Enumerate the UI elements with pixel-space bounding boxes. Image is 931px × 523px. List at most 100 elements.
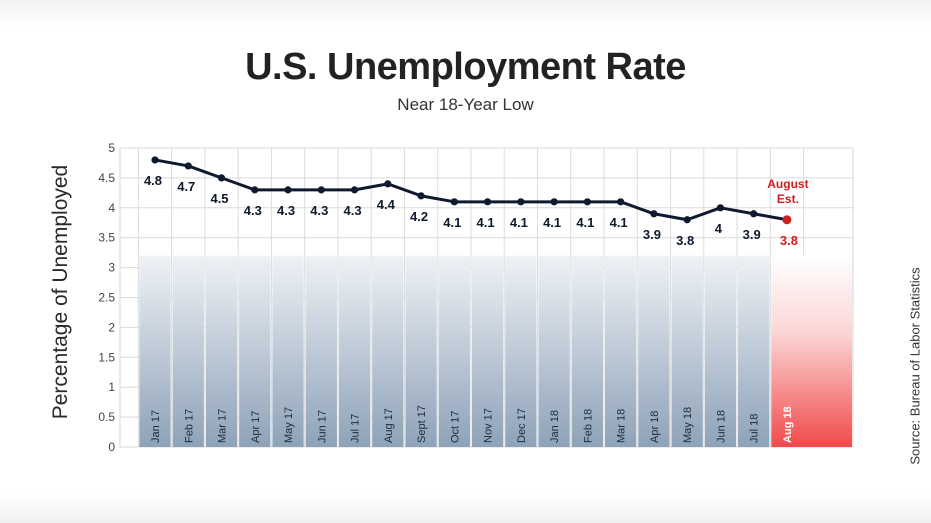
data-point <box>517 198 525 206</box>
estimate-column <box>771 255 852 447</box>
y-tick-label: 1.5 <box>98 350 115 364</box>
category-column <box>704 255 737 447</box>
y-tick-label: 3 <box>108 261 115 275</box>
y-tick-label: 5 <box>108 141 115 155</box>
data-points <box>151 156 792 225</box>
x-tick-labels: Jan 17 Feb 17 Mar 17 Apr 17 May 17 Jun 17 Jul … <box>150 405 794 443</box>
y-tick-label: 1 <box>108 380 115 394</box>
data-label: 4.4 <box>377 197 396 212</box>
data-label: 4.1 <box>510 215 528 230</box>
x-tick-label: Apr 17 <box>250 411 262 443</box>
y-tick-label: 4.5 <box>98 171 115 185</box>
estimate-annotation-line1: August <box>767 177 808 191</box>
data-point <box>184 162 192 170</box>
data-point <box>550 198 558 206</box>
data-point <box>750 210 758 218</box>
chart-subtitle: Near 18-Year Low <box>397 95 534 114</box>
data-label: 4.3 <box>277 203 295 218</box>
estimate-value-label: 3.8 <box>780 233 798 248</box>
category-column <box>305 255 337 447</box>
data-point <box>617 198 625 206</box>
x-tick-label: Aug 17 <box>383 408 395 443</box>
category-column <box>205 255 238 447</box>
x-tick-label: Mar 18 <box>616 409 628 443</box>
category-column <box>505 255 537 447</box>
data-label: 4.1 <box>543 215 561 230</box>
x-tick-label: May 17 <box>283 407 295 443</box>
x-tick-label: Aug 18 <box>782 406 794 443</box>
category-column <box>671 255 703 447</box>
x-tick-label: Apr 18 <box>649 411 661 443</box>
data-point <box>417 192 425 200</box>
category-column <box>172 255 204 447</box>
category-column <box>139 255 171 447</box>
category-column <box>738 255 770 447</box>
data-label: 4.3 <box>244 203 262 218</box>
data-point <box>583 198 591 206</box>
y-tick-label: 2.5 <box>98 291 115 305</box>
data-point <box>350 186 359 194</box>
x-tick-label: Sept 17 <box>416 405 428 443</box>
data-point <box>217 174 226 182</box>
y-tick-label: 0.5 <box>98 410 115 424</box>
data-label: 4.3 <box>344 203 362 218</box>
category-columns <box>139 255 852 447</box>
y-tick-labels: 0 0.5 1 1.5 2 2.5 3 3.5 4 4.5 5 <box>98 141 115 454</box>
y-tick-label: 3.5 <box>98 231 115 245</box>
x-tick-label: Dec 17 <box>516 408 528 443</box>
category-column <box>338 255 371 447</box>
data-label: 4.1 <box>576 215 594 230</box>
y-tick-label: 2 <box>108 320 115 334</box>
x-tick-label: Mar 17 <box>217 409 229 443</box>
x-tick-label: Nov 17 <box>483 408 495 443</box>
category-column <box>571 255 604 447</box>
category-column <box>239 255 271 447</box>
category-column <box>272 255 304 447</box>
data-point <box>317 186 325 194</box>
data-label: 4 <box>715 221 723 236</box>
x-tick-label: Jun 17 <box>316 410 328 443</box>
data-label: 4.5 <box>210 191 228 206</box>
series-line-group <box>153 158 789 222</box>
x-tick-label: May 18 <box>682 407 694 443</box>
x-tick-label: Jul 18 <box>749 414 761 443</box>
data-point <box>650 210 658 218</box>
data-label: 3.8 <box>676 233 694 248</box>
category-column <box>638 255 670 447</box>
x-tick-label: Jul 17 <box>350 414 362 443</box>
data-labels: 4.8 4.7 4.5 4.3 4.3 4.3 4.3 4.4 4.2 4.1 4.1 4.1 4.1 4… <box>144 173 809 248</box>
category-column <box>538 255 570 447</box>
estimate-annotation-line2: Est. <box>777 192 799 206</box>
x-tick-label: Feb 17 <box>183 409 195 443</box>
x-tick-label: Oct 17 <box>449 411 461 443</box>
estimate-point <box>782 215 792 225</box>
series-line <box>153 158 789 222</box>
data-point <box>151 156 159 164</box>
data-point <box>450 198 458 206</box>
data-label: 4.1 <box>443 215 461 230</box>
data-point <box>683 216 691 224</box>
y-tick-label: 0 <box>108 440 115 454</box>
data-point <box>251 186 259 194</box>
x-tick-label: Jan 18 <box>549 410 561 443</box>
x-tick-label: Feb 18 <box>582 409 594 443</box>
data-label: 3.9 <box>643 227 661 242</box>
y-tick-label: 4 <box>108 201 115 215</box>
category-column <box>438 255 470 447</box>
category-column <box>372 255 404 447</box>
chart-title: U.S. Unemployment Rate <box>245 46 686 88</box>
data-point <box>716 204 725 212</box>
data-label: 4.1 <box>477 215 495 230</box>
data-label: 4.7 <box>177 179 195 194</box>
data-label: 4.2 <box>410 209 428 224</box>
data-label: 4.8 <box>144 173 162 188</box>
data-label: 4.1 <box>610 215 628 230</box>
data-point <box>284 186 292 194</box>
data-point <box>384 180 392 188</box>
data-label: 4.3 <box>310 203 328 218</box>
category-column <box>471 255 504 447</box>
x-tick-label: Jun 18 <box>715 410 727 443</box>
category-column <box>605 255 637 447</box>
x-tick-label: Jan 17 <box>150 410 162 443</box>
